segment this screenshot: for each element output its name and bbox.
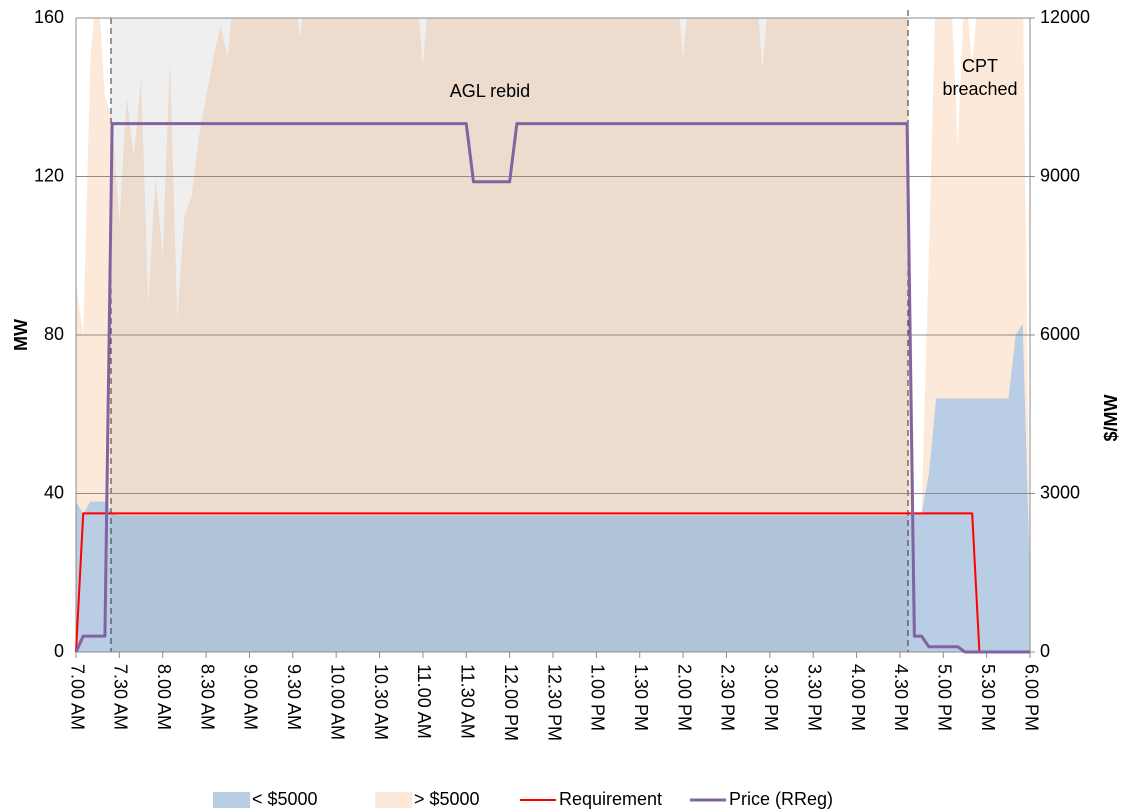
legend-label: Price (RReg)	[729, 789, 833, 809]
x-tick-label: 9.30 AM	[284, 664, 304, 730]
x-tick-label: 5.00 PM	[935, 664, 955, 731]
x-tick-label: 3.30 PM	[804, 664, 824, 731]
x-tick-label: 7.30 AM	[111, 664, 131, 730]
y2-tick-label: 6000	[1040, 324, 1080, 344]
x-tick-label: 7.00 AM	[67, 664, 87, 730]
x-tick-label: 2.30 PM	[718, 664, 738, 731]
y-tick-label: 0	[54, 641, 64, 661]
area	[76, 323, 1030, 652]
line	[75, 512, 1030, 653]
x-tick-label: 1.00 PM	[588, 664, 608, 731]
annotation: AGL rebid	[450, 81, 530, 101]
y-tick-label: 160	[34, 7, 64, 27]
x-tick-label: 12.30 PM	[544, 664, 564, 741]
label-layer: 0 40 80 120 160 0 3000 6000 9000 12000 7.00 AM 7.30…	[34, 7, 1090, 809]
x-tick-label: 9.00 AM	[241, 664, 261, 730]
y2-tick-label: 0	[1040, 641, 1050, 661]
x-tick-label: 8.00 AM	[154, 664, 174, 730]
area-layer	[76, 18, 1030, 652]
annotation: breached	[942, 79, 1017, 99]
grid-layer	[75, 17, 1035, 658]
line	[74, 122, 1030, 654]
x-tick-label: 4.30 PM	[891, 664, 911, 731]
x-tick-label: 6.00 PM	[1021, 664, 1041, 731]
line-layer	[74, 122, 1030, 654]
x-tick-label: 1.30 PM	[631, 664, 651, 731]
legend-label: > $5000	[414, 789, 480, 809]
annotation: CPT	[962, 56, 998, 76]
legend-swatch	[213, 792, 250, 808]
x-tick-label: 4.00 PM	[848, 664, 868, 731]
y-tick-label: 40	[44, 482, 64, 502]
y-tick-label: 120	[34, 165, 64, 185]
x-tick-label: 12.00 PM	[501, 664, 521, 741]
y2-tick-label: 12000	[1040, 7, 1090, 27]
x-tick-label: 11.30 AM	[458, 664, 478, 739]
y2-tick-label: 9000	[1040, 165, 1080, 185]
y2-axis-title: $/MW	[1101, 394, 1121, 441]
x-tick-label: 3.00 PM	[761, 664, 781, 731]
y-tick-label: 80	[44, 324, 64, 344]
legend-label: < $5000	[252, 789, 318, 809]
y2-tick-label: 3000	[1040, 482, 1080, 502]
legend-label: Requirement	[559, 789, 662, 809]
area	[76, 18, 1030, 573]
x-tick-label: 2.00 PM	[674, 664, 694, 731]
x-tick-label: 10.00 AM	[327, 664, 347, 740]
y-axis-title: MW	[11, 319, 31, 351]
x-tick-label: 11.00 AM	[414, 664, 434, 739]
legend-swatch	[375, 792, 412, 808]
x-tick-label: 8.30 AM	[197, 664, 217, 730]
x-tick-label: 5.30 PM	[978, 664, 998, 731]
x-tick-label: 10.30 AM	[371, 664, 391, 740]
